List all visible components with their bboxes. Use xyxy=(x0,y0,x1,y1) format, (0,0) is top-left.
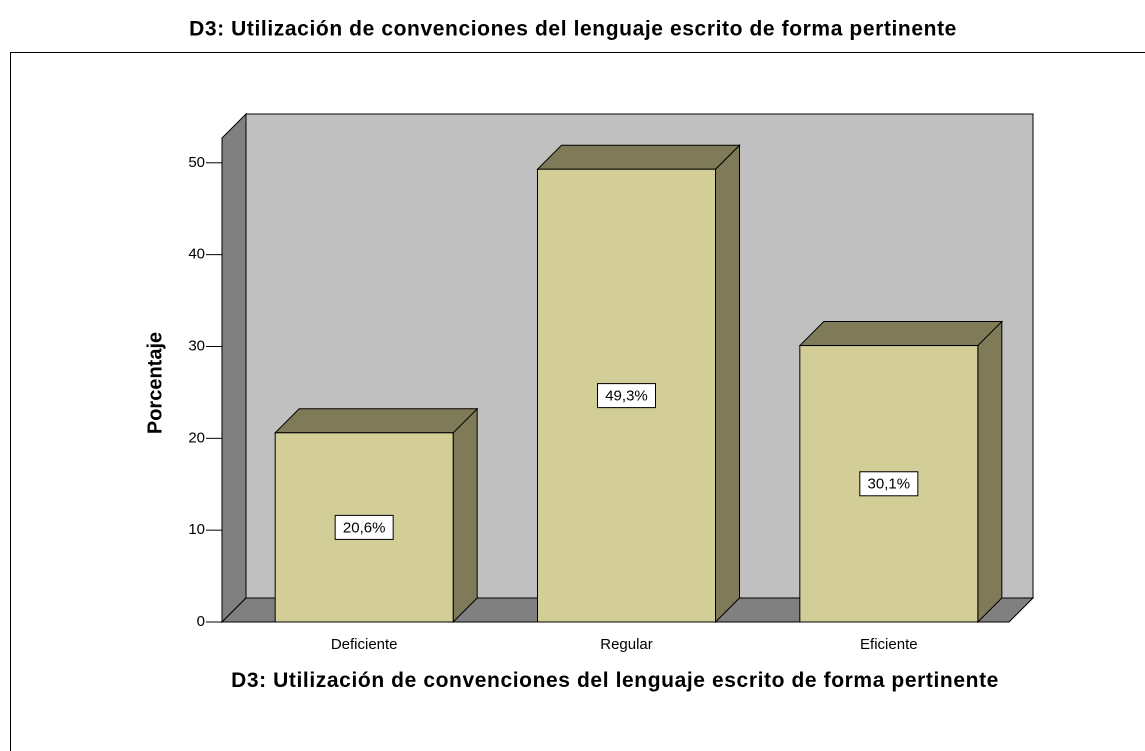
y-tick-label: 20 xyxy=(188,429,205,446)
bar-top xyxy=(273,408,479,434)
y-axis-label: Porcentaje xyxy=(144,332,166,434)
chart-title: D3: Utilización de convenciones del leng… xyxy=(189,18,957,41)
bar-side xyxy=(452,407,478,624)
y-tick-label: 10 xyxy=(188,521,205,538)
bar-top xyxy=(536,144,741,170)
value-label-box xyxy=(334,514,394,540)
y-tick-label: 30 xyxy=(188,337,205,354)
side-wall xyxy=(221,112,247,624)
bar-side xyxy=(977,320,1003,624)
value-label: 49,3% xyxy=(605,388,648,405)
value-label: 20,6% xyxy=(343,519,386,536)
value-label: 30,1% xyxy=(868,476,911,493)
value-label-box xyxy=(859,471,919,497)
bar-top xyxy=(798,321,1004,347)
y-tick-label: 40 xyxy=(188,246,205,263)
y-tick-label: 0 xyxy=(197,613,205,630)
x-tick-label: Eficiente xyxy=(860,636,918,653)
y-tick-label: 50 xyxy=(188,154,205,171)
x-tick-label: Deficiente xyxy=(331,636,398,653)
bar-side xyxy=(715,144,740,624)
x-tick-label: Regular xyxy=(600,636,653,653)
value-label-box xyxy=(597,383,656,409)
x-axis-label: D3: Utilización de convenciones del leng… xyxy=(231,669,999,692)
